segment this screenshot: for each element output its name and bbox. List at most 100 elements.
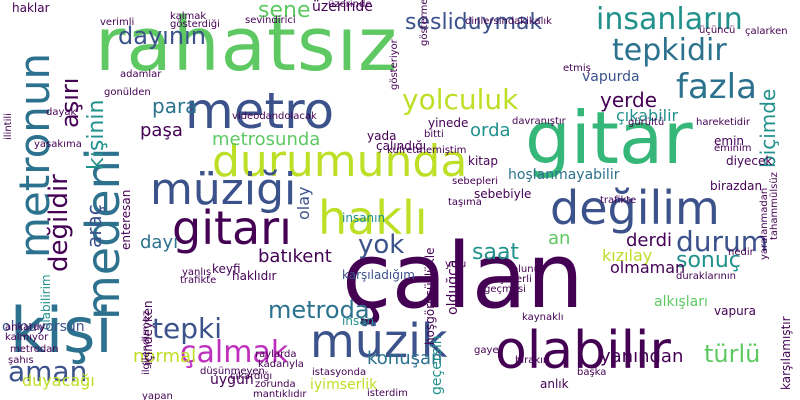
word: üçüncü <box>699 25 736 36</box>
word: gonülden <box>104 87 151 98</box>
word: yeterli <box>500 274 532 285</box>
word: yolculuk <box>402 83 519 116</box>
word: karşılamıştır <box>779 316 793 390</box>
word: olduğça <box>445 259 461 315</box>
word: istasyonda <box>312 367 367 378</box>
word: metro <box>185 82 335 140</box>
word: sebebiyle <box>474 187 532 201</box>
word: gösterdiği <box>170 19 220 30</box>
word: kitap <box>468 154 498 168</box>
word: çıkardığı <box>230 371 273 382</box>
word: kişinin <box>84 99 109 170</box>
word: uygun <box>210 372 254 388</box>
word: ilgilendirmez <box>141 310 152 375</box>
word: nedir <box>728 247 754 258</box>
word: enteresan <box>119 189 133 250</box>
word: iyimserlik <box>310 377 378 393</box>
word: anlık <box>540 377 569 391</box>
word: kişi <box>10 294 113 367</box>
word: isterdim <box>367 388 408 399</box>
word: kızılay <box>602 246 653 265</box>
word: müzik <box>310 314 448 368</box>
word: sene <box>258 0 311 23</box>
word: raylarda <box>255 349 297 360</box>
word: insanların <box>596 2 743 37</box>
word: çıkabilir <box>616 106 679 125</box>
word: yerde <box>600 88 658 112</box>
word: olabilir <box>495 321 671 381</box>
word: trafikte <box>600 195 637 206</box>
word: gürültü <box>628 117 665 128</box>
word: olmaman <box>610 258 686 277</box>
word: durum <box>676 225 769 258</box>
word: metroda <box>268 296 370 324</box>
word: trafikte <box>180 275 217 286</box>
word: yinede <box>428 116 469 130</box>
word: derdi <box>626 230 673 251</box>
word: olmuyorsun <box>2 319 85 335</box>
word: etmiş <box>563 63 591 74</box>
word: gitar <box>525 96 693 180</box>
word: aşırı <box>56 77 84 128</box>
word: yok <box>358 230 405 260</box>
word: kadarıyla <box>258 359 304 370</box>
word: metrosunda <box>212 129 321 150</box>
word: üzerinde <box>328 0 372 10</box>
word: yanlış <box>182 267 212 278</box>
word: çalmak <box>180 335 289 370</box>
word: tepkidir <box>612 33 727 68</box>
word: yapan <box>142 391 173 400</box>
word: haklıdır <box>232 269 277 283</box>
word: ankaray <box>5 322 46 333</box>
word: olunur <box>512 264 545 275</box>
word: kaynaklı <box>522 312 564 323</box>
word: rahatsız <box>95 2 398 88</box>
word: gösteriyor <box>389 39 400 90</box>
word: düşünmeyen <box>200 366 265 377</box>
word: kalmıyor <box>5 332 49 343</box>
word: yanından <box>600 346 684 367</box>
word: durumunda <box>212 136 468 187</box>
word: yasakıma <box>34 139 82 150</box>
word: normal <box>133 346 197 367</box>
word: çalındığı <box>376 139 427 153</box>
word: gayet <box>474 345 503 356</box>
word: zorunda <box>255 379 296 390</box>
word: birazdan <box>710 179 763 193</box>
word: sesliduymak <box>405 10 543 35</box>
word: batıkent <box>258 246 332 267</box>
word: tepki <box>152 312 222 345</box>
word: başka <box>577 367 607 378</box>
word: dayının <box>118 22 206 50</box>
word: gösterme <box>419 0 430 46</box>
word: dayak <box>46 107 77 118</box>
word: tahammülsüz <box>769 172 780 240</box>
word: verimli <box>100 17 135 28</box>
word: bırakın <box>515 355 550 366</box>
word: taşıma <box>448 197 482 208</box>
word: değildir <box>44 174 74 272</box>
word: sevindirici <box>245 15 296 26</box>
word: sebepleri <box>452 176 499 187</box>
word: metrodan <box>10 344 59 355</box>
word: paşa <box>140 120 183 141</box>
word: insan <box>342 314 375 328</box>
word: çalarken <box>745 26 788 37</box>
word: olay <box>294 186 313 220</box>
word: insanın <box>342 211 386 225</box>
word: hoşlanmayabilir <box>508 167 620 183</box>
word: üzerinde <box>312 0 373 15</box>
word: çalan <box>342 224 584 329</box>
word: hoşgörüsüzlükle <box>423 247 437 345</box>
word: dinlersindakikalık <box>465 16 552 27</box>
word: eminim <box>714 143 752 154</box>
word: gitarı <box>172 201 292 255</box>
word: geçmesi <box>484 284 526 295</box>
word: mantıklıdır <box>253 389 307 400</box>
word: sonuç <box>676 248 741 273</box>
word: ilintili <box>3 113 14 140</box>
word: türlü <box>704 340 761 368</box>
word: davranıştır <box>512 116 566 127</box>
word: haklar <box>12 1 50 15</box>
